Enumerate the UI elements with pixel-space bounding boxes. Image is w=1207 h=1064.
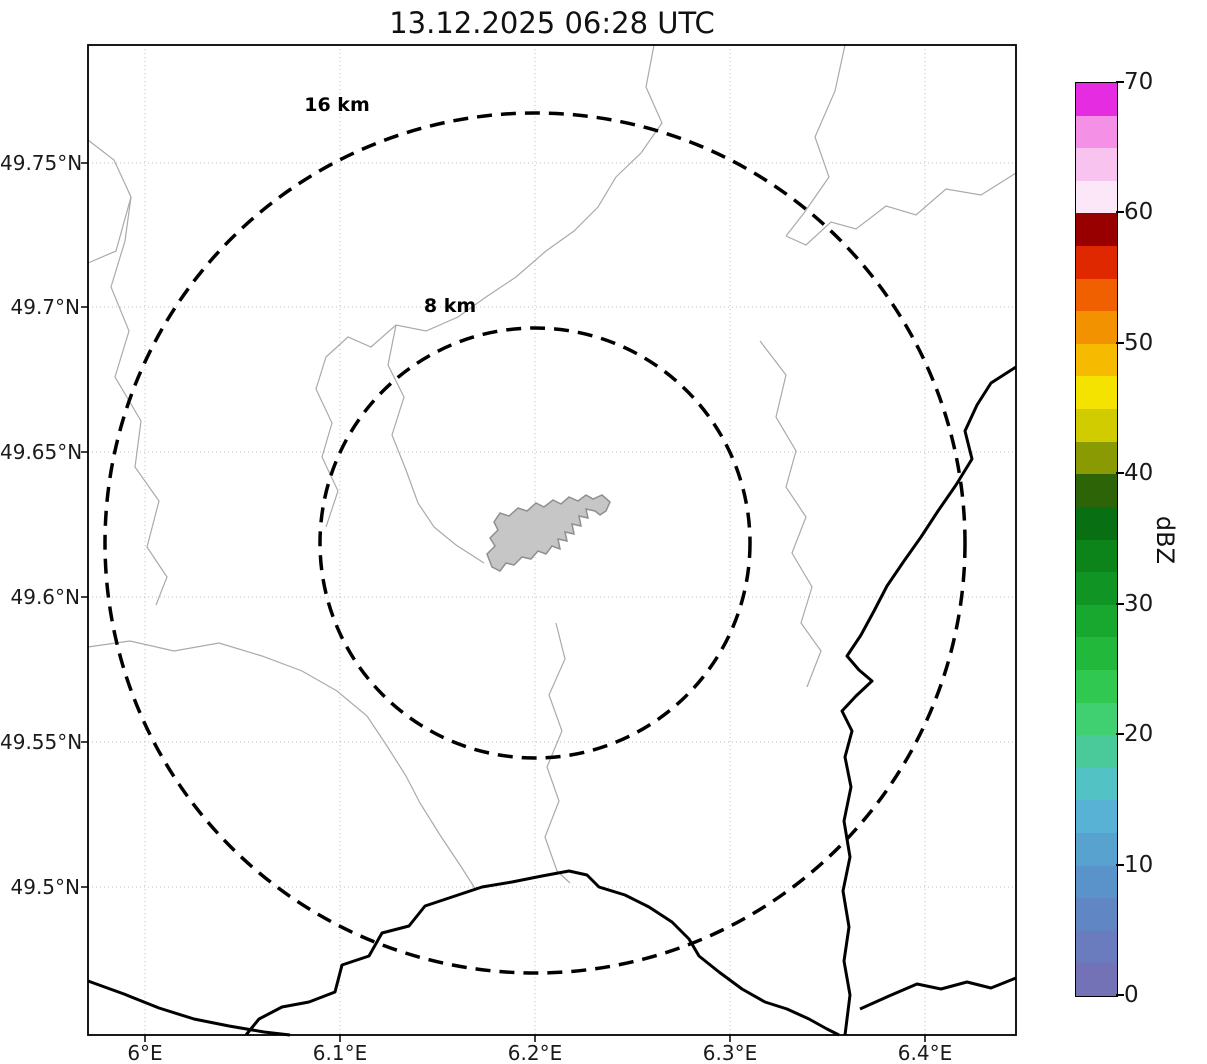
colorbar-band	[1076, 702, 1117, 736]
colorbar-band	[1076, 409, 1117, 442]
admin-boundary-line	[785, 44, 846, 237]
y-tick-label: 49.65°N	[0, 440, 83, 464]
admin-boundary-line	[87, 640, 477, 891]
admin-boundary-line	[87, 196, 132, 264]
colorbar-tick-label: 70	[1124, 69, 1154, 95]
colorbar-band	[1076, 669, 1117, 703]
colorbar-tick-label: 60	[1124, 199, 1154, 225]
admin-boundary-line	[544, 622, 571, 884]
admin-boundary-line	[387, 324, 485, 564]
national-borders	[87, 365, 1017, 1037]
y-tick-label: 49.7°N	[10, 295, 81, 319]
plot-title: 13.12.2025 06:28 UTC	[389, 6, 715, 40]
colorbar-tick-label: 40	[1124, 460, 1154, 486]
colorbar-tick-mark	[1116, 472, 1124, 474]
colorbar-band	[1076, 506, 1117, 540]
national-border-line	[840, 365, 1017, 1036]
colorbar-band	[1076, 930, 1117, 964]
colorbar-band	[1076, 572, 1117, 605]
x-tick-label: 6.4°E	[897, 1041, 953, 1064]
colorbar-gradient	[1075, 82, 1118, 997]
y-tick-label: 49.6°N	[10, 585, 81, 609]
colorbar-band	[1076, 637, 1117, 670]
colorbar-tick-mark	[1116, 603, 1124, 605]
colorbar-band	[1076, 800, 1117, 834]
colorbar-tick-mark	[1116, 81, 1124, 83]
colorbar-tick-mark	[1116, 733, 1124, 735]
colorbar-axis-label: dBZ	[1151, 515, 1180, 565]
admin-boundary-line	[785, 172, 1017, 246]
colorbar-tick-mark	[1116, 342, 1124, 344]
colorbar-band	[1076, 735, 1117, 768]
range-ring-label-16km: 16 km	[304, 94, 370, 116]
range-ring-16km	[103, 111, 967, 975]
x-tick-label: 6.2°E	[507, 1041, 563, 1064]
colorbar-band	[1076, 441, 1117, 475]
x-tick-label: 6°E	[127, 1041, 163, 1064]
colorbar-band	[1076, 343, 1117, 377]
colorbar-tick-label: 20	[1124, 721, 1154, 747]
colorbar-band	[1076, 833, 1117, 866]
admin-boundary-line	[315, 44, 663, 528]
national-border-line	[859, 976, 1017, 1011]
admin-boundaries	[87, 44, 1017, 891]
colorbar-band	[1076, 376, 1117, 410]
colorbar-tick-mark	[1116, 211, 1124, 213]
colorbar-band	[1076, 246, 1117, 279]
axis-tick-marks	[81, 162, 926, 1042]
colorbar-band	[1076, 213, 1117, 247]
colorbar-band	[1076, 180, 1117, 214]
admin-boundary-line	[759, 340, 822, 688]
range-ring-label-8km: 8 km	[424, 295, 476, 317]
colorbar-tick-label: 30	[1124, 591, 1154, 617]
colorbar-band	[1076, 604, 1117, 638]
colorbar-band	[1076, 767, 1117, 801]
y-tick-label: 49.5°N	[10, 875, 81, 899]
x-tick-label: 6.1°E	[312, 1041, 368, 1064]
colorbar-band	[1076, 278, 1117, 312]
colorbar-band	[1076, 539, 1117, 573]
colorbar-band	[1076, 148, 1117, 181]
colorbar-tick-label: 10	[1124, 852, 1154, 878]
colorbar-band	[1076, 963, 1117, 997]
colorbar-tick-mark	[1116, 994, 1124, 996]
gridlines	[88, 45, 1016, 1035]
plot-frame	[87, 44, 1017, 1036]
colorbar-band	[1076, 865, 1117, 899]
national-border-line	[244, 869, 840, 1037]
colorbar-band	[1076, 115, 1117, 149]
colorbar-tick-label: 0	[1124, 982, 1139, 1008]
range-ring-8km	[318, 326, 752, 760]
airport-area-outline	[486, 494, 611, 572]
colorbar-band	[1076, 311, 1117, 344]
colorbar-tick-mark	[1116, 864, 1124, 866]
x-tick-label: 6.3°E	[702, 1041, 758, 1064]
national-border-line	[87, 979, 291, 1037]
colorbar-band	[1076, 474, 1117, 507]
y-tick-label: 49.55°N	[0, 730, 83, 754]
colorbar-band	[1076, 898, 1117, 931]
y-tick-label: 49.75°N	[0, 151, 83, 175]
colorbar-band	[1076, 83, 1117, 116]
colorbar-tick-label: 50	[1124, 330, 1154, 356]
map-plot: 16 km 8 km	[81, 44, 1017, 1042]
